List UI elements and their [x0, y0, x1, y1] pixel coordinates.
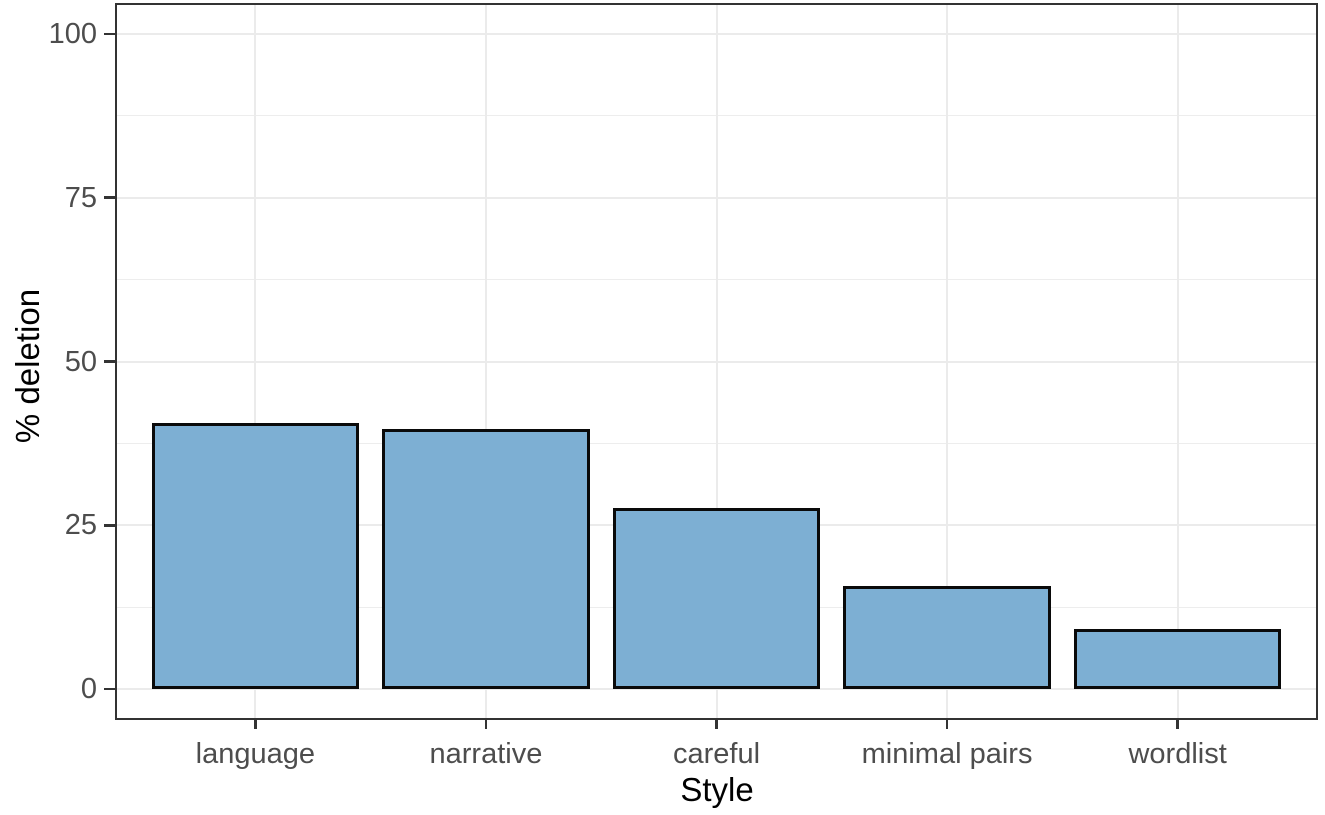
x-tick	[254, 718, 257, 729]
y-tick-label: 0	[80, 673, 97, 706]
x-tick	[715, 718, 718, 729]
gridline-major-x	[946, 5, 949, 718]
bar-wordlist	[1073, 628, 1282, 690]
y-tick	[104, 360, 115, 363]
y-tick	[104, 687, 115, 691]
y-tick	[104, 196, 115, 199]
x-tick-label: careful	[672, 738, 761, 770]
x-tick-label: minimal pairs	[861, 738, 1033, 770]
y-tick	[104, 524, 115, 527]
gridline-major-x	[1176, 5, 1179, 718]
x-axis-title: Style	[680, 771, 754, 808]
x-tick	[484, 718, 488, 729]
x-tick-label: language	[195, 738, 316, 770]
bar-language	[151, 423, 360, 690]
plot-panel	[115, 3, 1318, 720]
y-tick-label: 25	[64, 509, 97, 542]
y-tick-label: 50	[64, 345, 97, 378]
y-tick-label: 100	[48, 17, 97, 50]
x-tick	[945, 718, 949, 729]
y-tick	[104, 32, 115, 36]
bar-narrative	[382, 428, 590, 690]
x-tick	[1176, 718, 1179, 729]
bar-careful	[612, 507, 821, 690]
bar-minimal-pairs	[843, 585, 1051, 690]
gridline-major-x	[715, 5, 718, 718]
gridline-major-x	[254, 5, 257, 718]
x-tick-label: wordlist	[1128, 738, 1227, 770]
x-tick-label: narrative	[429, 738, 543, 770]
y-tick-label: 75	[64, 181, 97, 214]
gridline-major-x	[484, 5, 487, 718]
